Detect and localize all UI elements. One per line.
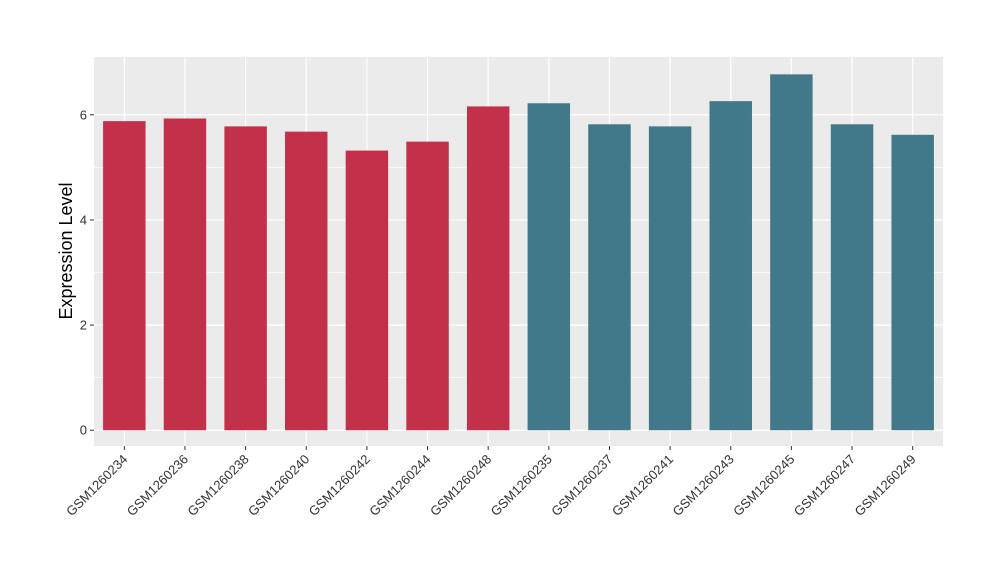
y-tick-label: 2 <box>80 318 87 333</box>
x-tick-label: GSM1260241 <box>609 452 676 519</box>
x-tick-label: GSM1260235 <box>488 452 555 519</box>
x-tick-label: GSM1260243 <box>670 452 737 519</box>
bar-GSM1260234 <box>103 121 146 431</box>
y-tick-label: 0 <box>80 423 87 438</box>
bar-GSM1260236 <box>163 118 207 431</box>
y-axis-title: Expression Level <box>56 182 76 319</box>
x-tick-label: GSM1260248 <box>427 452 494 519</box>
x-tick-label: GSM1260236 <box>124 452 191 519</box>
bar-GSM1260238 <box>224 126 267 431</box>
bars <box>103 74 934 431</box>
x-tick-label: GSM1260249 <box>851 452 918 519</box>
x-tick-label: GSM1260245 <box>730 452 797 519</box>
bar-GSM1260247 <box>830 124 874 431</box>
bar-GSM1260235 <box>527 103 571 431</box>
bar-GSM1260249 <box>891 134 934 431</box>
bar-GSM1260237 <box>588 124 631 431</box>
x-tick-label: GSM1260244 <box>366 452 433 519</box>
y-tick-label: 6 <box>80 107 87 122</box>
x-tick-label: GSM1260238 <box>184 452 251 519</box>
x-axis: GSM1260234GSM1260236GSM1260238GSM1260240… <box>63 446 919 519</box>
bar-GSM1260243 <box>709 101 752 431</box>
x-tick-label: GSM1260234 <box>63 452 130 519</box>
bar-GSM1260242 <box>345 150 389 431</box>
y-tick-label: 4 <box>80 212 87 227</box>
bar-GSM1260241 <box>648 126 692 431</box>
bar-GSM1260244 <box>406 141 449 431</box>
x-tick-label: GSM1260240 <box>245 452 312 519</box>
y-axis: 0 2 4 6 <box>80 107 94 438</box>
bar-GSM1260245 <box>770 74 813 431</box>
bar-GSM1260248 <box>466 106 510 431</box>
x-tick-label: GSM1260237 <box>548 452 615 519</box>
x-tick-label: GSM1260242 <box>306 452 373 519</box>
bar-GSM1260240 <box>285 131 328 431</box>
x-tick-label: GSM1260247 <box>791 452 858 519</box>
